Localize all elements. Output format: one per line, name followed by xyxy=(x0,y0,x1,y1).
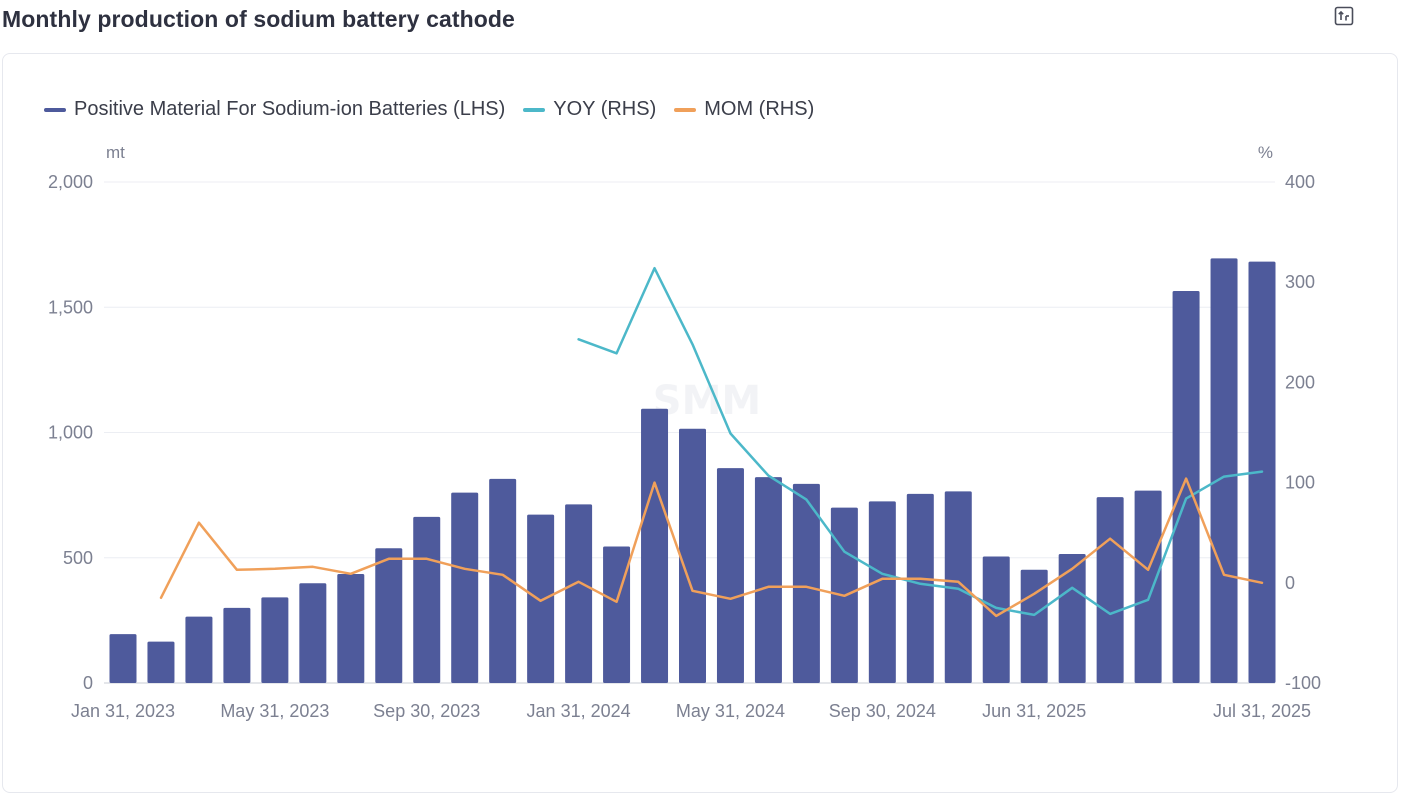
x-tick-label: May 31, 2024 xyxy=(676,701,785,721)
bar[interactable] xyxy=(527,514,555,683)
right-tick-label: 0 xyxy=(1285,573,1295,593)
bar[interactable] xyxy=(944,491,972,683)
bar[interactable] xyxy=(868,501,896,683)
bar[interactable] xyxy=(1058,553,1086,683)
legend-item-production[interactable]: Positive Material For Sodium-ion Batteri… xyxy=(44,98,505,121)
export-icon[interactable] xyxy=(1334,6,1354,26)
right-axis-unit: % xyxy=(1258,143,1273,162)
bar[interactable] xyxy=(641,408,669,683)
right-tick-label: 100 xyxy=(1285,473,1315,493)
left-tick-label: 1,500 xyxy=(48,297,93,317)
legend-swatch-yoy xyxy=(523,107,546,112)
bar[interactable] xyxy=(792,483,820,683)
x-tick-label: May 31, 2023 xyxy=(220,701,329,721)
chart-plot: SMM mt % 0 500 1,000 1,500 2,000 -100 0 100 200 3… xyxy=(48,143,1321,721)
bar[interactable] xyxy=(1096,497,1124,683)
left-tick-label: 500 xyxy=(63,548,93,568)
series-line[interactable] xyxy=(159,477,1264,618)
bar-series xyxy=(109,258,1276,683)
left-tick-label: 2,000 xyxy=(48,172,93,192)
line-series xyxy=(159,266,1264,618)
bar[interactable] xyxy=(261,597,289,683)
left-axis-unit: mt xyxy=(106,143,125,162)
bar[interactable] xyxy=(223,607,251,683)
bar[interactable] xyxy=(603,546,631,683)
bar[interactable] xyxy=(716,468,744,683)
bar[interactable] xyxy=(565,504,593,683)
bar[interactable] xyxy=(147,641,175,683)
right-tick-label: 200 xyxy=(1285,372,1315,392)
right-tick-label: 300 xyxy=(1285,272,1315,292)
bar[interactable] xyxy=(1210,258,1238,683)
bar[interactable] xyxy=(375,548,403,683)
watermark: SMM xyxy=(653,378,761,424)
legend-item-mom[interactable]: MOM (RHS) xyxy=(674,98,814,121)
left-tick-label: 1,000 xyxy=(48,423,93,443)
page-title: Monthly production of sodium battery cat… xyxy=(2,6,515,32)
series-line[interactable] xyxy=(577,266,1264,617)
bar[interactable] xyxy=(1172,290,1200,683)
legend-swatch-production xyxy=(44,107,66,112)
bar[interactable] xyxy=(982,556,1010,683)
bar[interactable] xyxy=(337,574,365,683)
right-tick-label: -100 xyxy=(1285,673,1321,693)
legend-label-production: Positive Material For Sodium-ion Batteri… xyxy=(74,98,506,120)
bar[interactable] xyxy=(679,428,706,683)
bar[interactable] xyxy=(451,492,479,683)
right-tick-label: 400 xyxy=(1285,172,1315,192)
bar[interactable] xyxy=(1134,490,1162,683)
bar[interactable] xyxy=(413,516,441,683)
bar[interactable] xyxy=(109,634,137,683)
x-tick-label: Sep 30, 2023 xyxy=(373,701,480,721)
x-tick-label: Jun 31, 2025 xyxy=(982,701,1086,721)
x-tick-label: Jul 31, 2025 xyxy=(1213,701,1311,721)
bar[interactable] xyxy=(299,583,327,683)
x-tick-label: Sep 30, 2024 xyxy=(829,701,936,721)
bar[interactable] xyxy=(185,616,213,683)
legend-item-yoy[interactable]: YOY (RHS) xyxy=(523,98,656,121)
bar[interactable] xyxy=(489,478,517,683)
chart-legend: Positive Material For Sodium-ion Batteri… xyxy=(44,98,832,121)
left-tick-label: 0 xyxy=(83,673,93,693)
bar[interactable] xyxy=(906,493,934,683)
legend-label-mom: MOM (RHS) xyxy=(704,98,815,120)
bar[interactable] xyxy=(754,477,782,683)
legend-label-yoy: YOY (RHS) xyxy=(553,98,657,120)
x-tick-label: Jan 31, 2023 xyxy=(71,701,175,721)
x-tick-label: Jan 31, 2024 xyxy=(527,701,631,721)
legend-swatch-mom xyxy=(674,107,697,112)
axes: mt % 0 500 1,000 1,500 2,000 -100 0 100 200 300 40… xyxy=(48,143,1321,721)
